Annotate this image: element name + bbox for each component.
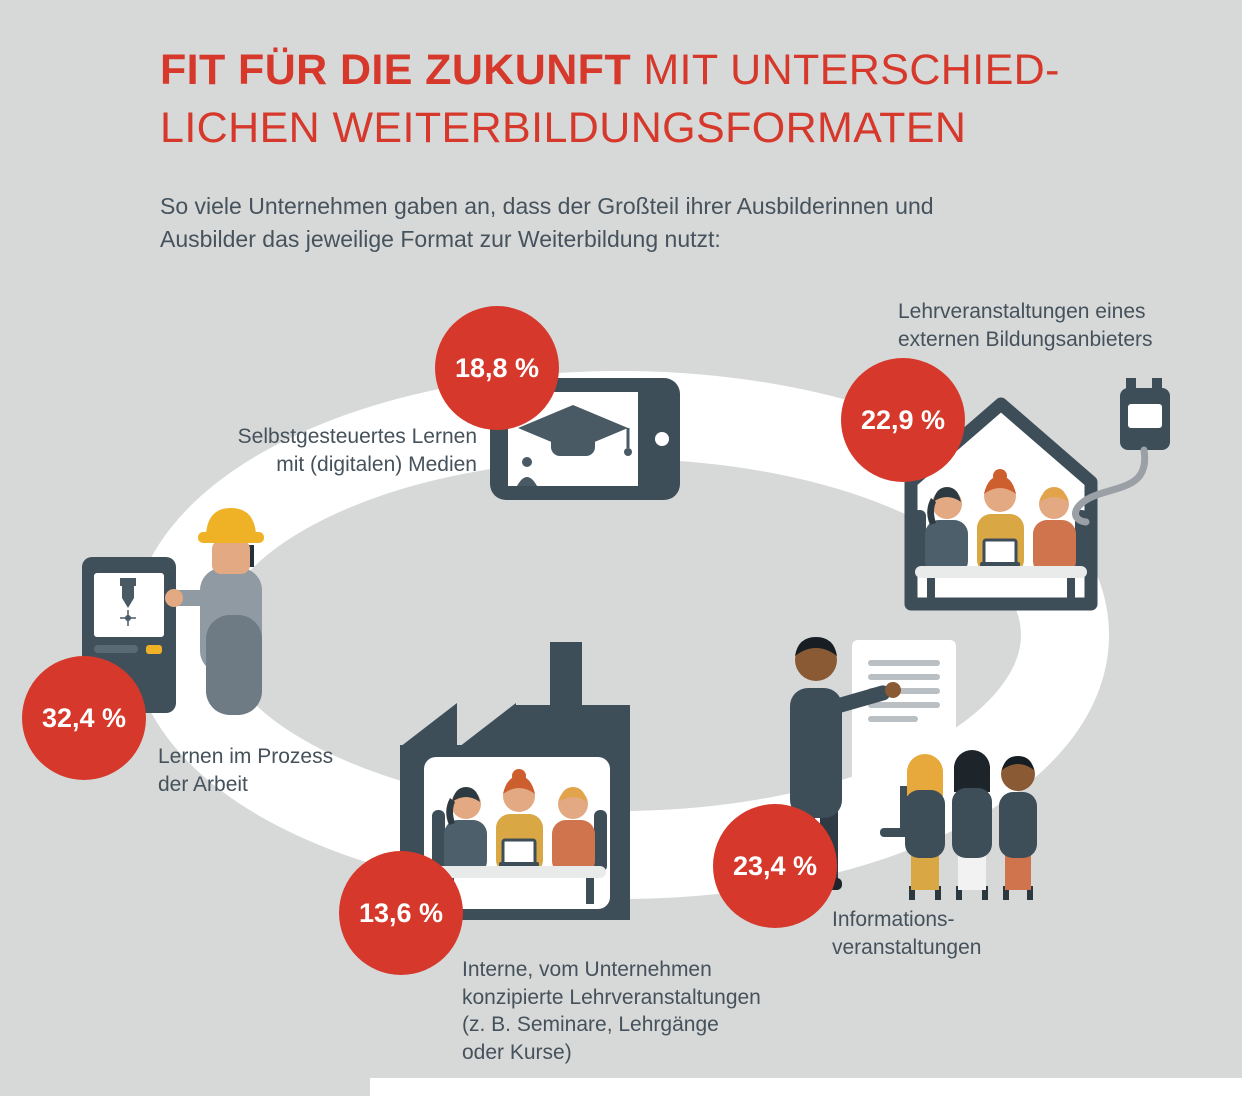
label-self-directed: Selbstgesteuertes Lernen mit (digitalen)… — [237, 425, 477, 476]
percentage-value: 13,6 % — [358, 897, 444, 928]
label-information-events: Informations- veranstaltungen — [832, 908, 982, 959]
label-external-provider: Lehrveranstaltungen eines externen Bildu… — [898, 300, 1153, 351]
page-title: FIT FÜR DIE ZUKUNFT MIT UNTERSCHIED- LICH… — [160, 42, 1060, 157]
percentage-badge-external-provider: 22,9 % — [841, 358, 965, 482]
percentage-badge-self-directed: 18,8 % — [435, 306, 559, 430]
elearning-device-icon — [1072, 378, 1170, 526]
percentage-badge-internal-courses: 13,6 % — [339, 851, 463, 975]
machine-worker-icon — [82, 508, 264, 715]
percentage-badge-work-process: 32,4 % — [22, 656, 146, 780]
bottom-page-strip — [370, 1078, 1242, 1096]
percentage-value: 22,9 % — [860, 404, 946, 435]
percentage-value: 32,4 % — [41, 702, 127, 733]
title-light: MIT UNTERSCHIED- — [630, 46, 1060, 94]
school-building-seminar-icon — [904, 397, 1098, 611]
subtitle: So viele Unternehmen gaben an, dass der … — [160, 193, 934, 253]
title-bold: FIT FÜR DIE ZUKUNFT — [160, 46, 631, 94]
label-work-process: Lernen im Prozess der Arbeit — [158, 745, 334, 796]
label-internal-courses: Interne, vom Unternehmen konzipierte Leh… — [462, 958, 761, 1065]
percentage-badge-information-events: 23,4 % — [713, 804, 837, 928]
title-line2: LICHEN WEITERBILDUNGSFORMATEN — [160, 103, 967, 152]
percentage-value: 18,8 % — [454, 352, 540, 383]
percentage-value: 23,4 % — [732, 850, 818, 881]
